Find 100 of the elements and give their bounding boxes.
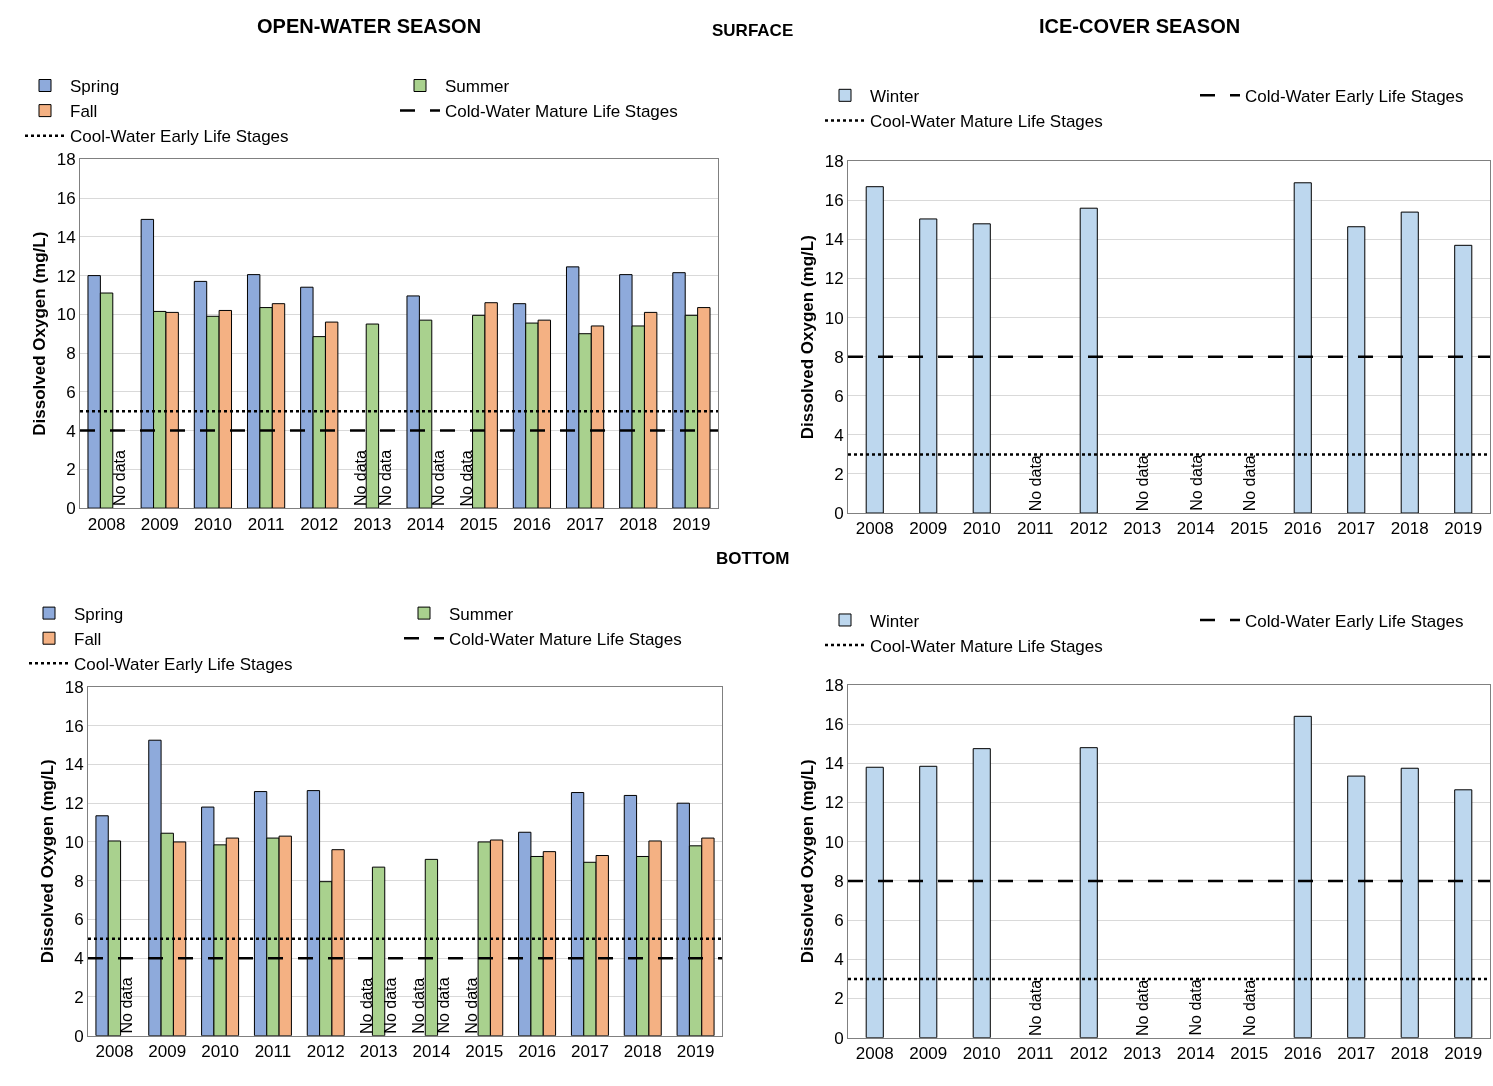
x-tick-label: 2012 bbox=[300, 514, 339, 534]
chart-title: ICE-COVER SEASON bbox=[1039, 15, 1241, 37]
legend-label: Winter bbox=[870, 86, 920, 106]
y-tick-label: 12 bbox=[56, 266, 76, 286]
x-tick-label: 2009 bbox=[909, 519, 948, 539]
y-tick-label: 14 bbox=[824, 230, 844, 250]
y-axis-title: Dissolved Oxygen (mg/L) bbox=[798, 759, 818, 964]
x-tick-label: 2008 bbox=[95, 1042, 134, 1062]
annotation: No data bbox=[351, 449, 369, 507]
y-tick-label: 6 bbox=[834, 911, 844, 931]
annotation: No data bbox=[1026, 979, 1044, 1036]
x-tick-label: 2017 bbox=[566, 514, 604, 534]
y-tick-label: 8 bbox=[74, 871, 84, 891]
legend-label: Summer bbox=[445, 77, 510, 97]
legend-label: Fall bbox=[74, 629, 102, 649]
y-axis-title: Dissolved Oxygen (mg/L) bbox=[798, 235, 818, 440]
y-tick-label: 18 bbox=[64, 677, 84, 697]
annotation: No data bbox=[463, 977, 481, 1034]
annotation: No data bbox=[435, 977, 453, 1034]
y-tick-label: 6 bbox=[834, 386, 844, 406]
x-tick-label: 2018 bbox=[623, 1042, 662, 1062]
x-tick-label: 2010 bbox=[962, 1044, 1001, 1064]
y-tick-label: 2 bbox=[834, 464, 844, 484]
x-tick-label: 2015 bbox=[1230, 519, 1269, 539]
x-tick-label: 2013 bbox=[353, 514, 392, 534]
x-tick-label: 2011 bbox=[1016, 519, 1054, 539]
y-tick-label: 4 bbox=[834, 950, 844, 970]
x-tick-label: 2011 bbox=[247, 514, 285, 534]
x-tick-label: 2012 bbox=[1069, 519, 1108, 539]
x-tick-label: 2009 bbox=[909, 1044, 948, 1064]
annotation: No data bbox=[376, 449, 394, 506]
legend-label: Cold-Water Mature Life Stages bbox=[445, 102, 678, 122]
legend-label: Cool-Water Mature Life Stages bbox=[870, 636, 1103, 656]
x-tick-label: 2011 bbox=[1016, 1044, 1054, 1064]
y-tick-label: 14 bbox=[824, 754, 844, 774]
legend-label: Spring bbox=[74, 604, 124, 624]
x-tick-label: 2016 bbox=[1283, 1044, 1322, 1064]
x-tick-label: 2013 bbox=[1123, 519, 1162, 539]
x-tick-label: 2015 bbox=[465, 1042, 504, 1062]
x-tick-label: 2013 bbox=[1123, 1044, 1162, 1064]
x-tick-label: 2016 bbox=[518, 1042, 556, 1062]
annotation: No data bbox=[110, 449, 128, 507]
x-tick-label: 2009 bbox=[140, 514, 179, 534]
x-tick-label: 2010 bbox=[201, 1042, 239, 1062]
y-tick-label: 16 bbox=[56, 189, 76, 209]
y-tick-label: 2 bbox=[834, 989, 844, 1009]
legend-label: Winter bbox=[870, 611, 920, 631]
annotation: No data bbox=[1187, 454, 1205, 511]
y-tick-label: 0 bbox=[834, 503, 844, 523]
x-tick-label: 2016 bbox=[1283, 519, 1322, 539]
annotation: No data bbox=[382, 977, 400, 1034]
y-tick-label: 12 bbox=[824, 269, 844, 289]
annotation: No data bbox=[118, 977, 136, 1034]
legend-label: Cool-Water Early Life Stages bbox=[74, 654, 293, 674]
x-tick-label: 2010 bbox=[962, 519, 1001, 539]
x-tick-label: 2014 bbox=[412, 1042, 451, 1062]
y-tick-label: 16 bbox=[824, 715, 844, 735]
y-tick-label: 14 bbox=[56, 227, 76, 247]
legend-label: Fall bbox=[70, 102, 98, 122]
y-tick-label: 18 bbox=[824, 675, 844, 695]
y-tick-label: 4 bbox=[834, 425, 844, 445]
y-tick-label: 10 bbox=[824, 832, 844, 852]
x-tick-label: 2010 bbox=[194, 514, 232, 534]
y-axis-title: Dissolved Oxygen (mg/L) bbox=[30, 231, 50, 436]
y-tick-label: 6 bbox=[66, 382, 76, 402]
y-tick-label: 8 bbox=[66, 344, 76, 364]
x-tick-label: 2019 bbox=[672, 514, 711, 534]
chart-title: OPEN-WATER SEASON bbox=[257, 15, 482, 37]
annotation: No data bbox=[1187, 979, 1205, 1036]
x-tick-label: 2018 bbox=[619, 514, 658, 534]
x-tick-label: 2017 bbox=[1337, 519, 1376, 539]
y-tick-label: 0 bbox=[834, 1028, 844, 1048]
x-tick-label: 2008 bbox=[855, 1044, 894, 1064]
legend-label: Cold-Water Mature Life Stages bbox=[449, 629, 682, 649]
x-tick-label: 2019 bbox=[1444, 519, 1483, 539]
x-tick-label: 2019 bbox=[1444, 1044, 1483, 1064]
x-tick-label: 2017 bbox=[1337, 1044, 1376, 1064]
y-tick-label: 0 bbox=[74, 1026, 84, 1046]
annotation: No data bbox=[1027, 455, 1045, 512]
chart-subtitle: BOTTOM bbox=[716, 549, 790, 568]
x-tick-label: 2014 bbox=[1176, 519, 1215, 539]
x-tick-label: 2016 bbox=[513, 514, 551, 534]
y-tick-label: 10 bbox=[64, 832, 84, 852]
x-tick-label: 2019 bbox=[676, 1042, 715, 1062]
legend-label: Summer bbox=[449, 604, 514, 624]
x-tick-label: 2018 bbox=[1390, 519, 1429, 539]
y-tick-label: 6 bbox=[74, 910, 84, 930]
y-tick-label: 2 bbox=[74, 987, 84, 1007]
annotation: No data bbox=[1134, 455, 1152, 512]
annotation: No data bbox=[1240, 979, 1258, 1036]
y-tick-label: 14 bbox=[64, 755, 84, 775]
legend-label: Cold-Water Early Life Stages bbox=[1245, 86, 1464, 106]
text: SURFACE bbox=[712, 21, 794, 40]
annotation: No data bbox=[458, 450, 476, 507]
x-tick-label: 2015 bbox=[459, 514, 498, 534]
x-tick-label: 2014 bbox=[1176, 1044, 1215, 1064]
x-tick-label: 2014 bbox=[406, 514, 445, 534]
annotation: No data bbox=[429, 449, 447, 507]
y-tick-label: 10 bbox=[824, 308, 844, 328]
x-tick-label: 2013 bbox=[359, 1042, 398, 1062]
